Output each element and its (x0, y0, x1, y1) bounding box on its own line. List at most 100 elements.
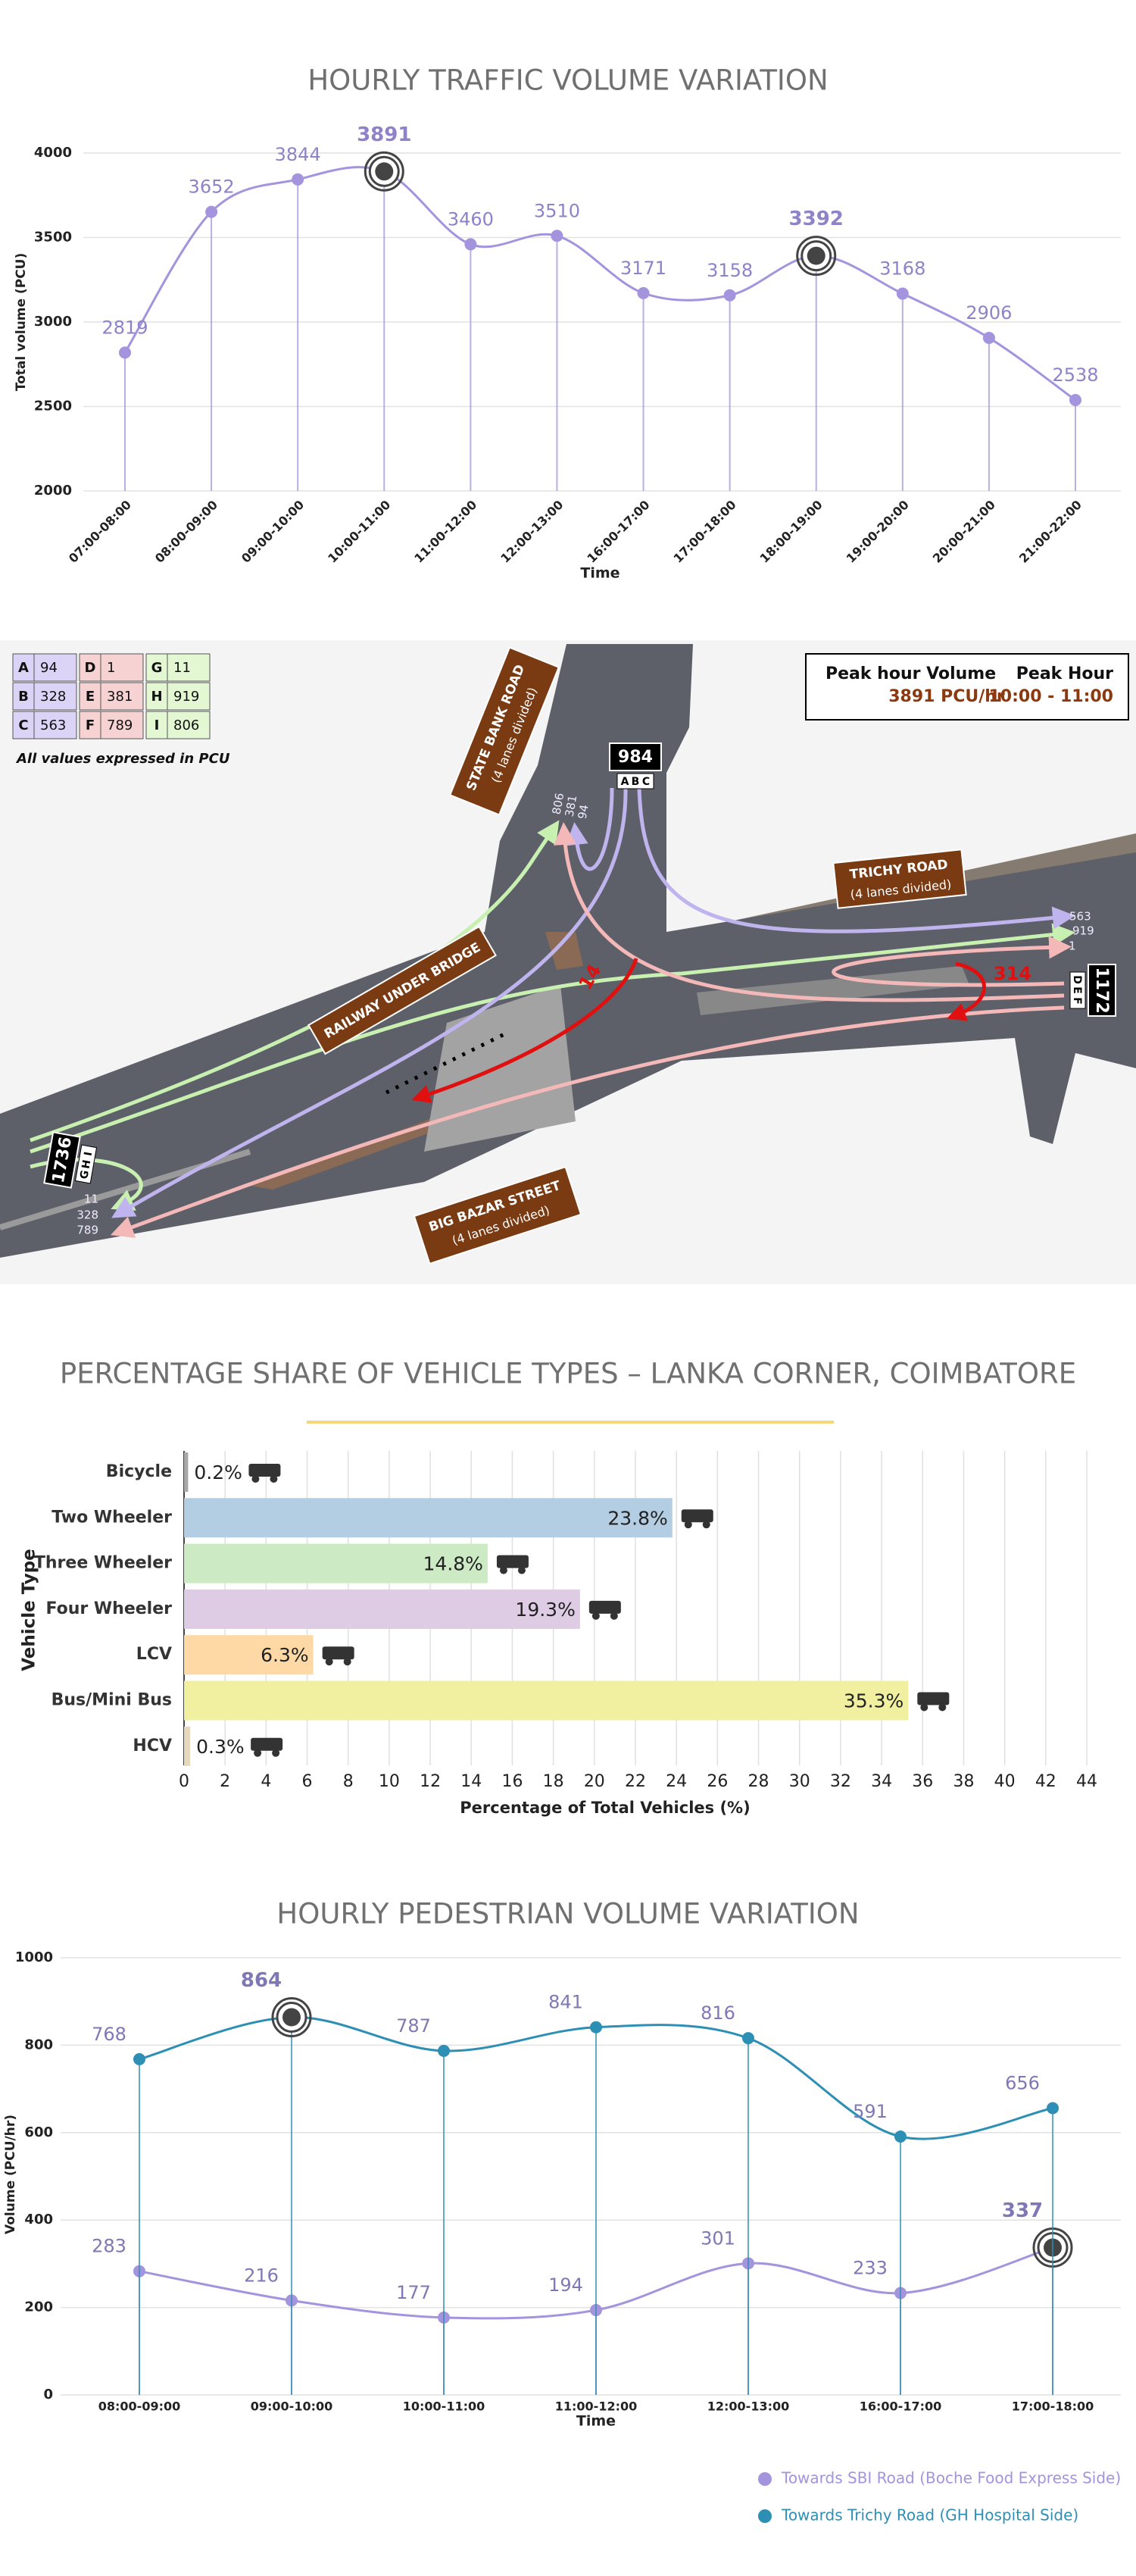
y-tick-label: 800 (24, 2037, 53, 2052)
highlight-ring (796, 236, 837, 277)
vehicle-icon (496, 1555, 529, 1574)
point (1069, 394, 1081, 407)
legend-letter: C (18, 717, 28, 733)
legend-letter: E (86, 689, 95, 705)
legend-letter: D (85, 660, 96, 676)
y-tick-label: 600 (24, 2124, 53, 2140)
x-tick-label: 26 (707, 1772, 728, 1791)
icon-wheel (251, 1475, 260, 1483)
data-label: 216 (244, 2265, 279, 2286)
x-tick-label: 10:00-11:00 (325, 498, 393, 566)
icon-body (681, 1509, 713, 1523)
legend-marker (758, 2509, 772, 2523)
movement-letter: C (642, 776, 650, 788)
data-label: 2538 (1052, 364, 1098, 386)
icon-wheel (610, 1612, 618, 1620)
icon-body (588, 1600, 621, 1614)
icon-wheel (272, 1749, 280, 1757)
flow-e (554, 822, 1065, 1002)
x-tick-label: 40 (994, 1772, 1016, 1791)
x-tick-label: 09:00-10:00 (239, 498, 307, 566)
legend-value: 806 (173, 717, 199, 733)
data-label: 3460 (448, 208, 494, 230)
barrier (385, 1030, 510, 1095)
data-label: 656 (1005, 2072, 1040, 2093)
median (545, 932, 583, 970)
approach-box (1088, 964, 1116, 1017)
y-tick-label: Four Wheeler (45, 1599, 172, 1618)
x-tick-label: 28 (748, 1772, 769, 1791)
bar (184, 1726, 191, 1766)
data-label: 3844 (275, 144, 321, 165)
highlight-point (282, 2008, 301, 2027)
data-label: 787 (396, 2015, 431, 2037)
point (894, 2130, 907, 2143)
y-tick-label: Two Wheeler (51, 1508, 172, 1527)
icon-wheel (499, 1566, 507, 1574)
icon-wheel (938, 1703, 947, 1712)
x-tick-label: 18 (543, 1772, 564, 1791)
x-tick-label: 8 (343, 1772, 354, 1791)
y-tick-label: 0 (43, 2387, 53, 2402)
icon-wheel (702, 1521, 710, 1529)
road-label: TRICHY ROAD(4 lanes divided) (832, 849, 967, 909)
y-tick-label: 3500 (34, 230, 72, 245)
data-label: 3171 (620, 258, 666, 279)
y-tick-label: 1000 (15, 1949, 53, 1965)
y-tick-label: Three Wheeler (34, 1554, 172, 1573)
legend-letter: B (18, 689, 29, 705)
x-tick-label: 14 (460, 1772, 482, 1791)
road-label-box (413, 1165, 582, 1265)
data-label: 19.3% (515, 1599, 575, 1621)
y-tick-label: 400 (24, 2212, 53, 2227)
legend-cell (145, 653, 211, 682)
point (119, 346, 131, 359)
data-label: 6.3% (261, 1644, 309, 1666)
legend-value: 789 (107, 717, 133, 733)
movement-box (74, 1144, 98, 1184)
peak-volume: 3891 PCU/hr (888, 687, 1005, 706)
data-label: 0.3% (196, 1736, 245, 1758)
data-label: 841 (548, 1992, 583, 2013)
arrival-label: 563 (1069, 910, 1091, 924)
legend-cell (12, 682, 77, 711)
point (133, 2052, 145, 2065)
legend-letter: H (151, 689, 162, 705)
point (1047, 2102, 1059, 2115)
x-tick-label: 2 (220, 1772, 230, 1791)
flow-f (110, 1005, 1065, 1238)
x-tick-label: 10 (379, 1772, 400, 1791)
highlight-point (807, 246, 825, 265)
x-tick-label: 17:00-18:00 (1012, 2399, 1094, 2414)
x-tick-label: 10:00-11:00 (403, 2399, 485, 2414)
bar (184, 1635, 314, 1675)
x-tick-label: 09:00-10:00 (251, 2399, 333, 2414)
flow-b (111, 787, 628, 1218)
vehicle-icon (588, 1600, 621, 1620)
icon-wheel (920, 1703, 928, 1712)
legend-cell (79, 711, 144, 739)
vehicle-icon (917, 1692, 950, 1712)
legend-letter: A (18, 660, 29, 676)
flow-a (565, 787, 614, 871)
movement-box (616, 773, 654, 789)
point (205, 205, 218, 218)
legend-label: Towards Trichy Road (GH Hospital Side) (781, 2506, 1078, 2524)
chart-title: HOURLY PEDESTRIAN VOLUME VARIATION (276, 1898, 859, 1930)
arrival-label: 11 (84, 1193, 98, 1206)
y-tick-label: 2000 (34, 483, 72, 499)
x-tick-label: 12:00-13:00 (498, 498, 566, 566)
vehicle-icon (248, 1464, 281, 1483)
movement-letter: D (1071, 975, 1083, 984)
x-tick-label: 32 (830, 1772, 851, 1791)
x-tick-label: 12:00-13:00 (707, 2399, 790, 2414)
highlight-ring (271, 1996, 312, 2037)
x-tick-label: 16 (501, 1772, 523, 1791)
movement-letter: A (621, 776, 629, 788)
x-axis-title: Time (576, 2413, 616, 2430)
peak-hour: 10:00 - 11:00 (988, 687, 1113, 706)
approach-box (609, 742, 662, 771)
x-tick-label: 30 (789, 1772, 810, 1791)
y-axis-title: Volume (PCU/hr) (3, 2115, 18, 2234)
data-label: 0.2% (194, 1462, 242, 1483)
